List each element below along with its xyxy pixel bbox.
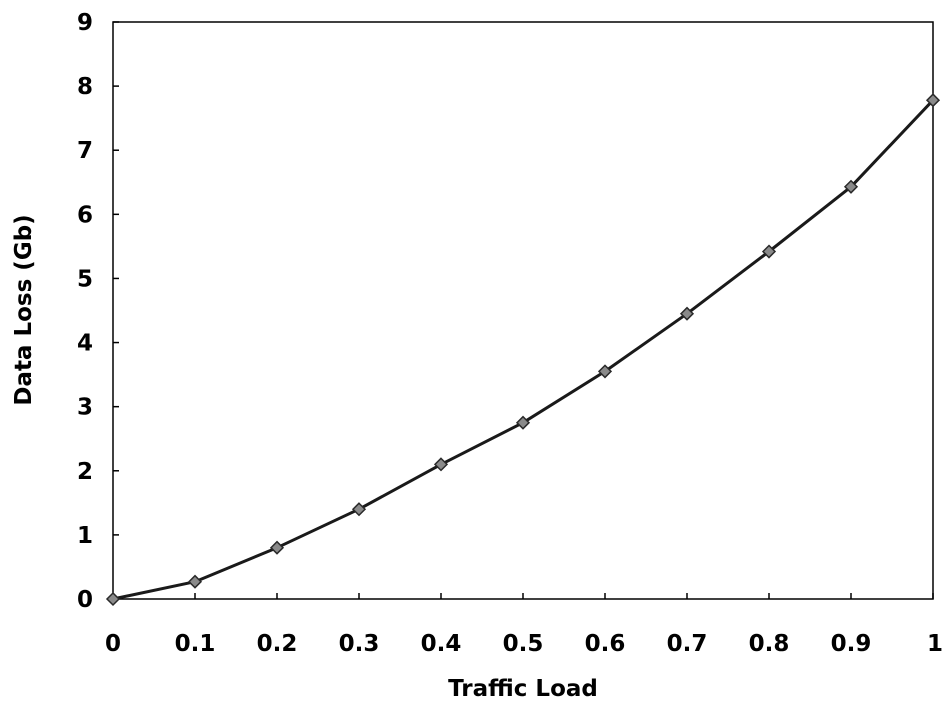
data-point-marker	[843, 179, 859, 194]
data-point-marker	[515, 415, 531, 430]
x-tick-label: 0.6	[585, 631, 626, 657]
y-tick-label: 8	[77, 74, 93, 100]
data-point-marker	[351, 502, 367, 517]
plot-frame	[112, 21, 934, 600]
x-tick-label: 0.1	[175, 631, 216, 657]
x-tick-label: 0.7	[667, 631, 708, 657]
data-point-marker	[925, 93, 941, 108]
y-tick-label: 3	[77, 395, 93, 421]
y-axis-title: Data Loss (Gb)	[11, 214, 37, 405]
x-axis-title: Traffic Load	[448, 676, 598, 702]
y-tick-label: 5	[77, 266, 93, 292]
y-tick-label: 7	[77, 138, 93, 164]
y-tick-label: 0	[77, 587, 93, 613]
y-tick-label: 9	[77, 10, 93, 36]
y-tick-label: 1	[77, 523, 93, 549]
data-point-marker	[761, 244, 777, 259]
x-tick-label: 0.2	[257, 631, 298, 657]
y-tick-label: 6	[77, 202, 93, 228]
data-point-marker	[187, 574, 203, 589]
x-tick-label: 0.5	[503, 631, 544, 657]
data-point-marker	[679, 306, 695, 321]
x-tick-label: 0.3	[339, 631, 380, 657]
x-tick-label: 1	[927, 631, 943, 657]
x-tick-label: 0.8	[749, 631, 790, 657]
data-point-marker	[433, 457, 449, 472]
data-point-marker	[269, 540, 285, 555]
y-tick-label: 2	[77, 459, 93, 485]
y-axis-ticks: 0 1 2 3 4 5 6 7 8 9	[77, 10, 119, 613]
y-tick-label: 4	[77, 331, 93, 357]
x-tick-label: 0.9	[831, 631, 872, 657]
series-markers	[105, 93, 941, 607]
x-axis-ticks: 0 0.1 0.2 0.3 0.4 0.5 0.6 0.7 0.8 0.9 1	[105, 593, 943, 657]
data-point-marker	[105, 591, 121, 607]
x-tick-label: 0.4	[421, 631, 462, 657]
data-point-marker	[597, 364, 613, 379]
x-tick-label: 0	[105, 631, 121, 657]
